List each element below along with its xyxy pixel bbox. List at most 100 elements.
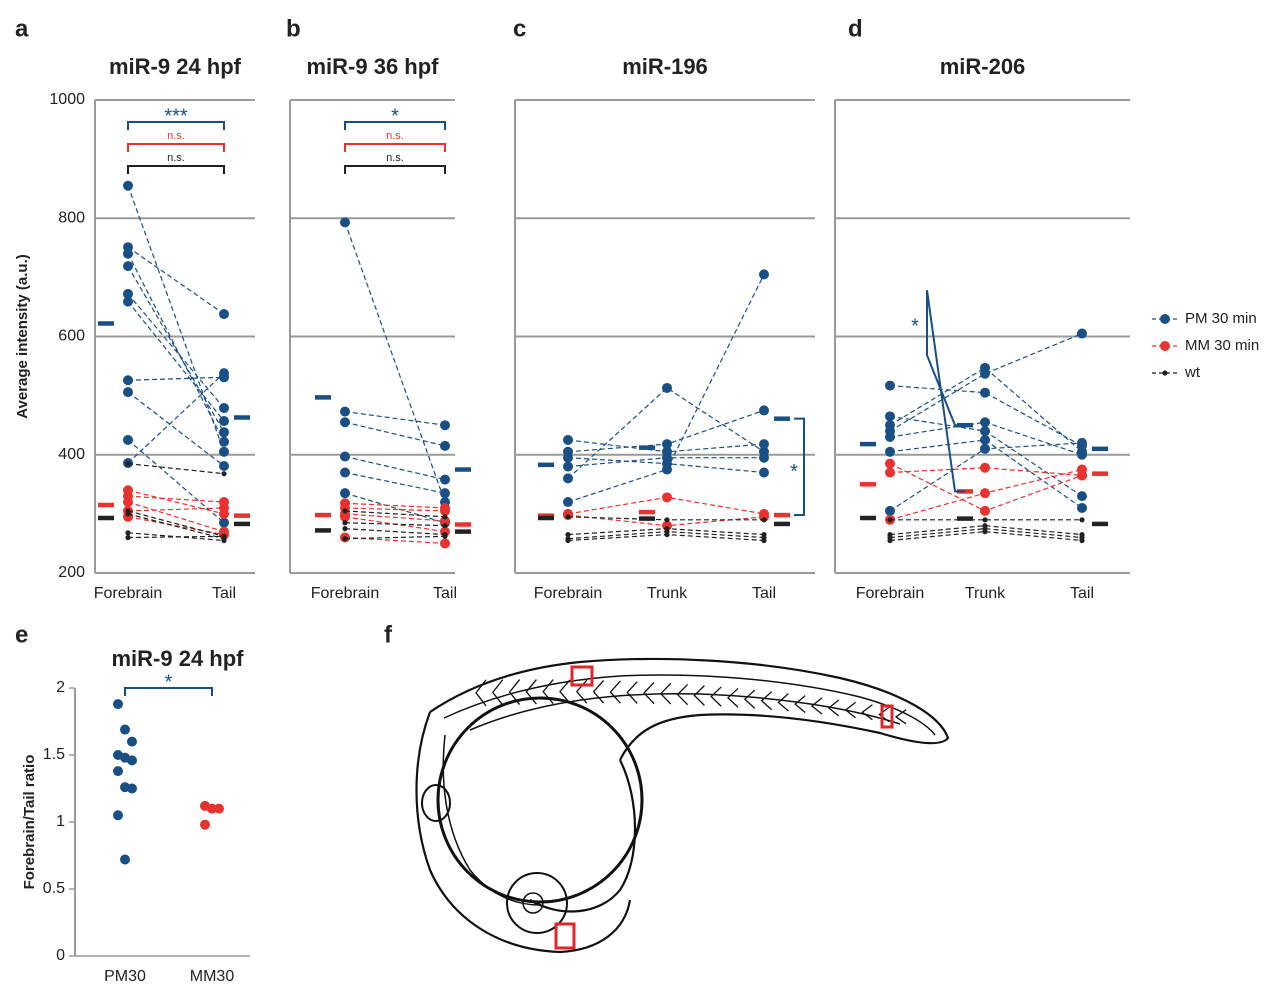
significance-bracket [926,290,965,493]
significance-bracket [127,121,225,130]
sample-dot [440,440,450,451]
sample-dot [342,508,348,514]
sample-dot [340,217,350,228]
sample-dot [761,537,767,544]
sample-dot [221,533,227,539]
sample-dot [440,488,450,499]
somite [508,679,521,705]
sample-dot [125,511,131,517]
sample-dot [440,538,450,549]
sample-dot [123,180,133,191]
sample-dot [664,531,670,538]
sample-line [127,507,225,512]
y-tick-label: 800 [58,209,85,226]
sample-dot [442,514,448,520]
sample-dot [563,497,573,508]
sample-line [344,528,446,536]
sample-dot [440,420,450,431]
sample-dot [221,471,227,477]
somite [643,681,655,705]
sample-dot [340,467,350,478]
sample-line [344,455,446,481]
sample-dot [563,473,573,484]
sample-dot [219,460,229,471]
sample-line [127,376,225,381]
sample-line [344,535,446,540]
x-tick-label: Tail [212,585,236,602]
sample-dot [662,492,672,503]
y-axis-label: Average intensity (a.u.) [14,254,31,419]
y-axis-label: Forebrain/Tail ratio [21,755,38,890]
sample-dot [662,439,672,450]
somite [844,701,856,719]
sample-dot [342,526,348,532]
sample-line [889,332,1083,432]
sample-dot [565,537,571,544]
sample-dot [123,288,133,299]
legend-marker [1160,341,1170,351]
sample-dot [980,368,990,379]
sample-dot [219,446,229,457]
somite [710,686,722,707]
sample-dot [340,488,350,499]
significance-label: n.s. [386,130,404,142]
panel-letter: b [286,15,301,42]
sample-dot [125,534,131,541]
significance-label: * [790,461,798,483]
somite [609,680,621,704]
sample-dot [123,248,133,259]
sample-dot [565,531,571,538]
sample-dot [219,368,229,379]
sample-dot [887,517,893,523]
sample-dot [980,434,990,445]
sample-line [344,513,446,522]
sample-line [127,293,225,409]
sample-line [344,502,446,509]
y-tick-label: 200 [58,564,85,581]
sample-dot [980,488,990,499]
somite [525,679,537,705]
sample-dot [440,474,450,485]
sample-line [889,525,1083,536]
sample-dot [340,417,350,428]
sample-dot [662,382,672,393]
sample-dot [219,403,229,414]
somite [760,691,773,711]
significance-label: * [391,105,399,127]
chart-title: miR-9 24 hpf [111,646,244,671]
x-tick-label: PM30 [104,968,146,985]
sample-dot [980,505,990,516]
y-tick-label: 400 [58,446,85,463]
sample-dot [123,261,133,272]
panel-letter: c [513,15,526,42]
chart-title: miR-9 24 hpf [109,54,242,79]
significance-bracket [127,165,225,174]
sample-dot [761,517,767,523]
sample-dot [219,416,229,427]
sample-dot [662,452,672,463]
sample-line [127,185,225,452]
sample-dot [219,436,229,447]
somite [894,709,907,725]
sample-line [344,522,446,527]
sample-line [344,507,446,512]
sample-dot [125,530,131,536]
sample-dot [759,269,769,280]
sample-line [127,510,225,537]
y-tick-label: 2 [56,679,65,696]
sample-dot [563,452,573,463]
sample-line [889,531,1083,542]
x-tick-label: Tail [752,585,776,602]
sample-line [889,367,1083,453]
sample-dot [219,517,229,528]
y-tick-label: 1000 [49,91,85,108]
sample-line [889,528,1083,539]
chart-title: miR-206 [940,54,1026,79]
sample-dot [563,461,573,472]
somite [559,679,571,704]
sample-dot [1077,491,1087,502]
sample-dot [442,533,448,539]
sample-dot [1077,470,1087,481]
sample-dot [980,462,990,473]
